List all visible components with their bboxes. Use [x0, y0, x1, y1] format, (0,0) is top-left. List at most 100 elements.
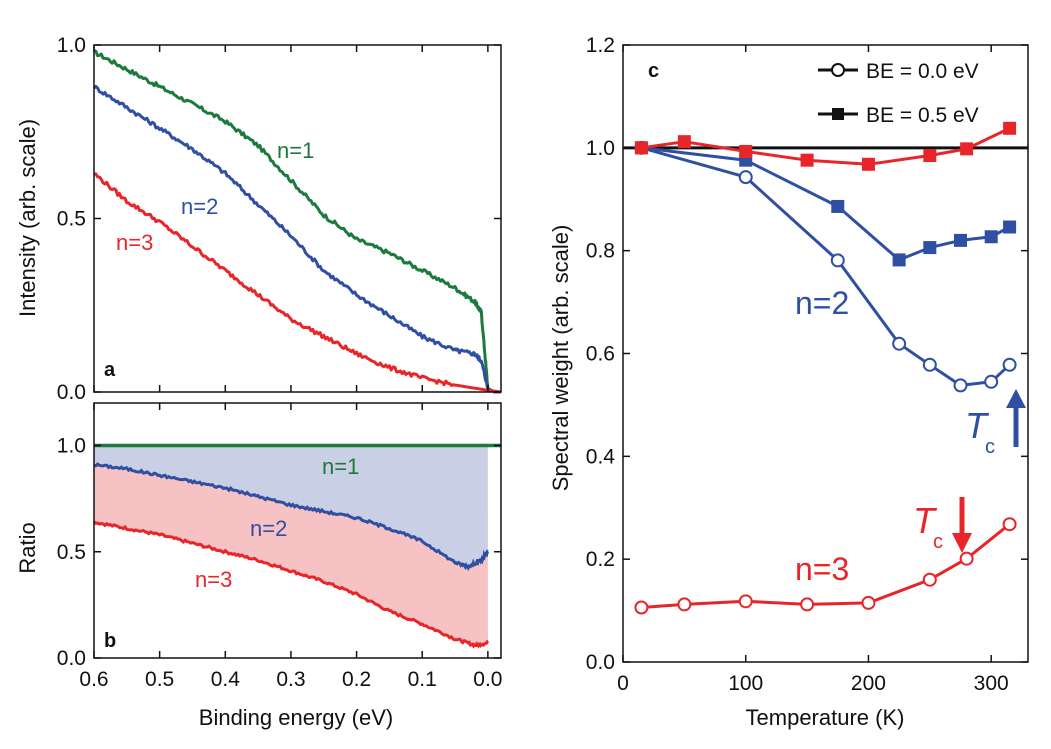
panel-b-ticks: 0.6 0.5 0.4 0.3 0.2 0.1 0.0 0.0 0.5 1.0 [57, 403, 502, 691]
panel-c-point-n=2-square [923, 241, 937, 255]
tc-subscript-blue: c [985, 436, 995, 458]
panel-a-ticks: 0.0 0.5 1.0 [57, 34, 501, 404]
panel-a-label: a [104, 359, 116, 381]
panel-c-point-n=3-square [923, 149, 937, 163]
panel-c-point-n=2-square [892, 253, 906, 267]
panel-a-ytick-label: 1.0 [57, 34, 86, 57]
panel-b-line-n2 [93, 462, 489, 572]
panel-c-ylabel: Spectral weight (arb. scale) [548, 225, 573, 492]
panel-b-xtick-label: 0.3 [276, 668, 305, 691]
panel-b: 0.6 0.5 0.4 0.3 0.2 0.1 0.0 0.0 0.5 1.0 Ratio Bin… [15, 402, 502, 730]
panel-c-legend: BE = 0.0 eV BE = 0.5 eV [818, 60, 979, 127]
panel-c-point-n=2-square [954, 233, 967, 247]
panel-c-xtick-label: 0 [617, 672, 629, 695]
panel-c-point-n=2-circle [984, 374, 999, 389]
panel-b-xtick-label: 0.6 [79, 668, 108, 691]
panel-b-series-label-n1: n=1 [322, 454, 359, 479]
panel-b-plot-area [92, 443, 501, 649]
panel-b-ytick-label: 1.0 [57, 435, 86, 458]
panel-a-ytick-label: 0.0 [57, 381, 86, 404]
panel-b-xtick-label: 0.1 [408, 668, 437, 691]
panel-c-point-n=3-circle [922, 572, 937, 587]
panel-c-xlabel: Temperature (K) [746, 705, 905, 730]
panel-b-xlabel: Binding energy (eV) [199, 705, 393, 730]
panel-b-label: b [104, 630, 116, 652]
panel-c-line-n=3-open-circle [641, 523, 1011, 609]
panel-c-xtick-label: 300 [974, 672, 1009, 695]
panel-c-point-n=2-square [831, 199, 845, 213]
panel-a-series-label-n1: n=1 [277, 138, 314, 163]
panel-c-point-n=3-square [861, 157, 875, 171]
panel-b-xtick-label: 0.4 [211, 668, 241, 691]
tc-arrow-head-red [952, 533, 972, 553]
panel-b-ytick-label: 0.0 [57, 647, 86, 670]
legend-label-be05: BE = 0.5 eV [866, 104, 979, 127]
panel-c-point-n=3-square [960, 142, 974, 156]
panel-c-ytick-label: 0.6 [586, 343, 615, 366]
panel-c-ytick-label: 0.0 [586, 651, 615, 674]
panel-c-point-n=3-circle [1002, 517, 1017, 532]
panel-c-xtick-label: 100 [728, 672, 763, 695]
legend-label-be0: BE = 0.0 eV [866, 60, 979, 83]
panel-b-ylabel: Ratio [15, 522, 40, 573]
panel-c-point-n=2-circle [1002, 357, 1017, 372]
panel-b-ytick-label: 0.5 [57, 541, 86, 564]
panel-b-series-label-n3: n=3 [195, 567, 232, 592]
panel-c-ytick-label: 0.4 [586, 445, 616, 468]
tc-annotation-blue: T c [965, 389, 1026, 458]
panel-c-point-n=2-circle [738, 170, 753, 185]
panel-c-point-n=3-square [739, 144, 753, 158]
panel-c-series-label-n2: n=2 [795, 285, 849, 321]
panel-c-point-n=2-circle [953, 378, 968, 393]
panel-a-series-label-n3: n=3 [116, 230, 153, 255]
panel-c-point-n=2-circle [892, 336, 907, 351]
panel-c: 0 100 200 300 0.0 0.2 0.4 0.6 0.8 1.0 1.2 Spectral… [548, 34, 1029, 730]
panel-b-xtick-label: 0.0 [473, 668, 502, 691]
panel-c-point-n=2-square [984, 230, 998, 244]
panel-c-label: c [648, 60, 659, 82]
panel-b-series-label-n2: n=2 [250, 516, 287, 541]
panel-c-point-n=2-circle [830, 253, 845, 268]
panel-c-point-n=3-circle [959, 551, 974, 566]
panel-a-series-label-n2: n=2 [181, 194, 218, 219]
panel-b-fill-n3 [94, 464, 488, 646]
tc-label-red: T [913, 500, 938, 541]
panel-b-xtick-label: 0.5 [145, 668, 174, 691]
panel-c-line-n=3-filled-square [641, 126, 1011, 166]
panel-a-ylabel: Intensity (arb. scale) [15, 119, 40, 317]
tc-subscript-red: c [933, 531, 943, 553]
legend-marker-filled-square [832, 108, 844, 120]
panel-b-line-n3 [92, 520, 490, 649]
panel-c-point-n=3-square [634, 141, 648, 155]
panel-a: 0.0 0.5 1.0 Intensity (arb. scale) a n=1 n… [15, 34, 503, 404]
legend-marker-open-circle [831, 63, 845, 77]
panel-b-xtick-label: 0.2 [342, 668, 371, 691]
panel-c-point-n=3-square [800, 153, 814, 167]
panel-c-point-n=3-square [677, 135, 691, 149]
panel-b-fill-n2 [94, 445, 488, 568]
panel-a-line-n=3 [93, 172, 502, 394]
panel-b-frame [93, 402, 502, 659]
panel-c-ytick-label: 1.2 [586, 34, 615, 57]
panel-c-point-n=3-circle [677, 597, 692, 612]
panel-c-point-n=3-square [1003, 121, 1017, 135]
panel-c-ticks: 0 100 200 300 0.0 0.2 0.4 0.6 0.8 1.0 1.2 [586, 34, 1028, 695]
panel-a-ytick-label: 0.5 [57, 208, 86, 231]
tc-label-blue: T [965, 405, 990, 446]
panel-c-ytick-label: 0.2 [586, 548, 615, 571]
panel-c-series-label-n3: n=3 [795, 551, 849, 587]
panel-c-point-n=3-circle [634, 600, 649, 615]
panel-a-line-n=1 [93, 48, 503, 394]
panel-c-point-n=3-circle [738, 594, 753, 609]
panel-c-ytick-label: 0.8 [586, 240, 615, 263]
panel-a-line-n=2 [92, 84, 503, 394]
panel-c-line-n=2-open-circle [640, 146, 1011, 387]
panel-a-plot-area [92, 48, 503, 394]
panel-c-xtick-label: 200 [851, 672, 886, 695]
tc-annotation-red: T c [913, 497, 972, 553]
panel-c-ytick-label: 1.0 [586, 137, 615, 160]
panel-c-point-n=3-circle [861, 595, 876, 610]
panel-c-point-n=2-square [1003, 220, 1017, 234]
tc-arrow-head-blue [1006, 389, 1026, 408]
